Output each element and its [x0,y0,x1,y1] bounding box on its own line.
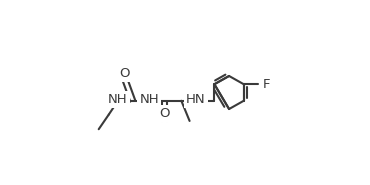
Text: NH: NH [139,93,159,106]
Text: O: O [119,67,130,80]
Text: NH: NH [108,93,128,106]
Text: F: F [263,78,270,91]
Text: HN: HN [186,93,206,106]
Text: O: O [159,107,170,120]
